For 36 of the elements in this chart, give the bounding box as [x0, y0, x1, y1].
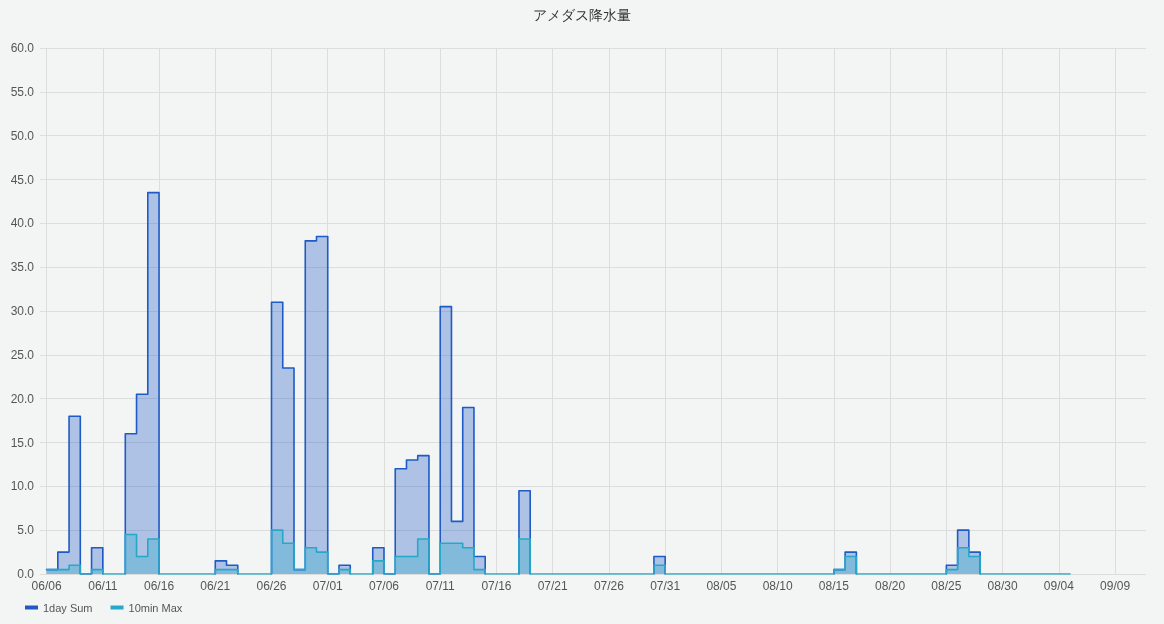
x-tick-label: 07/16 [481, 579, 512, 593]
x-tick-label: 08/25 [931, 579, 962, 593]
x-tick-label: 07/06 [368, 579, 400, 593]
x-tick-label: 07/21 [537, 579, 569, 593]
y-tick-label: 25.0 [10, 347, 35, 362]
x-tick-label: 06/06 [31, 579, 62, 593]
y-tick-label: 5.0 [17, 523, 35, 538]
y-tick-label: 15.0 [10, 435, 35, 450]
x-tick-label: 08/30 [987, 579, 1018, 593]
legend-label: 1day Sum [43, 601, 93, 614]
y-tick-label: 30.0 [10, 304, 35, 318]
y-tick-label: 10.0 [10, 479, 35, 494]
x-tick-label: 08/05 [706, 579, 737, 593]
chart-title: アメダス降水量 [533, 7, 631, 23]
y-tick-label: 40.0 [10, 216, 35, 231]
y-tick-label: 50.0 [10, 128, 35, 143]
x-tick-label: 09/09 [1100, 579, 1131, 593]
x-tick-label: 06/21 [200, 579, 231, 593]
x-tick-label: 07/26 [593, 579, 625, 593]
x-tick-label: 06/26 [256, 579, 287, 593]
y-tick-label: 45.0 [10, 172, 35, 187]
x-tick-label: 09/04 [1043, 579, 1075, 593]
x-tick-label: 07/11 [425, 579, 456, 593]
legend-label: 10min Max [128, 601, 183, 614]
y-tick-label: 55.0 [10, 84, 35, 99]
x-tick-label: 08/10 [762, 579, 793, 593]
x-tick-label: 07/01 [312, 579, 344, 593]
y-tick-label: 20.0 [10, 391, 35, 406]
x-tick-label: 06/11 [88, 579, 118, 593]
x-tick-label: 08/20 [875, 579, 906, 593]
x-tick-label: 07/31 [650, 579, 681, 593]
y-tick-label: 35.0 [10, 260, 35, 275]
y-tick-label: 60.0 [10, 41, 35, 55]
x-tick-label: 08/15 [818, 579, 850, 593]
y-tick-label: 0.0 [17, 567, 35, 581]
x-tick-label: 06/16 [144, 579, 175, 593]
